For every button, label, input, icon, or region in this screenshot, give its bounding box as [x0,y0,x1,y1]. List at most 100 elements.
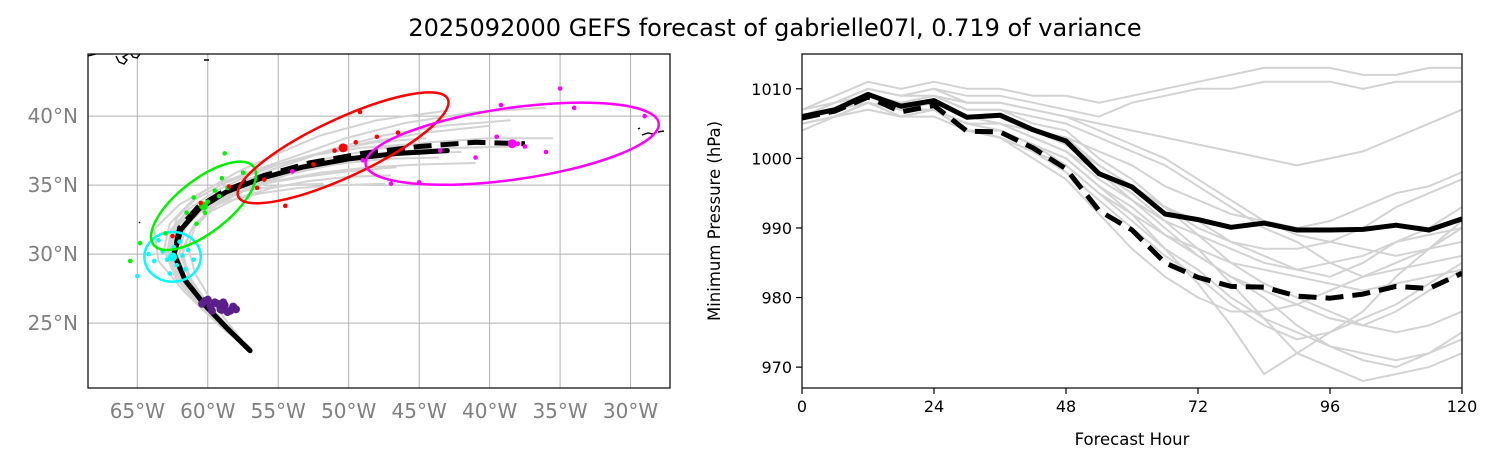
member-pressure-line [802,108,1462,292]
member-point [191,195,196,200]
member-point [438,148,443,153]
map-lon-tick-label: 65°W [110,399,165,423]
member-point [164,257,170,262]
member-point [203,295,212,304]
member-pressure-line [802,94,1462,334]
member-point [219,298,228,307]
pressure-ytick-label: 990 [761,219,792,238]
figure-title: 2025092000 GEFS forecast of gabrielle07l… [408,14,1141,42]
pressure-ticks: 0 24 48 72 96 120 970 980 990 1000 1010 [751,80,1477,416]
member-point [212,188,218,193]
pressure-xtick-label: 48 [1056,397,1076,416]
map-lon-tick-label: 40°W [462,399,517,423]
pressure-ytick-label: 980 [761,289,792,308]
pressure-ylabel: Minimum Pressure (hPa) [705,121,724,321]
map-lat-tick-label: 40°N [28,104,78,128]
member-point [388,181,394,187]
map-grid [88,54,670,388]
member-point [135,273,140,279]
member-point [229,302,238,311]
member-point [353,140,359,145]
uncertainty-ellipse [143,230,202,283]
pressure-xlabel: Forecast Hour [1075,430,1190,449]
member-point [226,184,232,189]
member-point [282,203,288,209]
member-point [146,251,151,257]
member-point [185,247,191,253]
pressure-xtick-label: 24 [924,397,944,416]
member-point [571,105,577,111]
member-point [202,210,208,216]
map-lat-tick-label: 30°N [28,242,78,266]
member-point [180,253,185,258]
map-lat-tick-label: 25°N [28,311,78,335]
mean-pressure-line [802,91,1462,233]
mean-point [217,304,227,314]
member-point [473,155,478,160]
coastline-bermuda [138,221,141,224]
coastline-north [88,54,209,65]
member-point [357,109,363,115]
member-pressure-line [802,87,1462,257]
member-point [332,148,337,153]
forecast-points [127,86,661,317]
member-point [163,231,168,236]
pressure-ytick-label: 970 [761,358,792,377]
member-point [240,170,246,175]
member-point [642,113,647,119]
member-pressure-line [802,87,1462,167]
map-lon-tick-label: 35°W [532,399,587,423]
map-lon-tick-label: 55°W [251,399,306,423]
uncertainty-ellipse [364,101,661,187]
member-point [494,134,499,140]
member-point [311,162,316,167]
member-point [182,267,188,272]
map-lon-tick-label: 60°W [180,399,235,423]
member-point [374,134,380,140]
map-lon-tick-label: 45°W [392,399,447,423]
member-point [254,185,260,191]
map-lon-tick-label: 50°W [321,399,376,423]
member-point [177,239,182,245]
member-point [557,86,563,91]
pressure-ytick-label: 1000 [751,149,792,168]
member-point [498,102,504,108]
member-point [543,149,549,155]
member-point [191,257,196,262]
member-point [194,221,199,227]
pressure-frame [801,53,1463,389]
member-point [198,299,207,308]
member-point [184,210,189,216]
forecast-hour-24 [135,230,202,283]
member-point [137,240,143,246]
member-point [156,238,161,243]
member-point [174,262,180,268]
member-pressure-line [802,101,1462,313]
forecast-hour-0 [198,295,240,317]
member-point [416,180,422,185]
pressure-xtick-label: 0 [797,397,807,416]
pressure-lines [802,66,1462,383]
member-point [167,271,173,276]
track-map: 65°W 60°W 55°W 50°W 45°W 40°W 35°W 30°W 25°N 30°N… [28,53,671,423]
pressure-xtick-label: 120 [1447,397,1478,416]
control-pressure-line [802,94,1462,301]
mean-point [338,143,348,153]
map-lon-tick-label: 30°W [603,399,658,423]
member-point [290,169,295,174]
member-point [222,151,227,156]
mean-point [168,252,178,262]
member-point [219,175,225,181]
map-lat-tick-label: 35°N [28,173,78,197]
member-point [170,233,175,239]
member-point [151,258,157,264]
map-frame [87,53,671,389]
member-point [515,141,521,147]
mean-point [507,139,517,149]
uncertainty-ellipse [236,91,450,205]
pressure-ytick-label: 1010 [751,80,792,99]
member-point [198,200,204,206]
member-point [208,306,217,315]
pressure-xtick-label: 96 [1320,397,1340,416]
